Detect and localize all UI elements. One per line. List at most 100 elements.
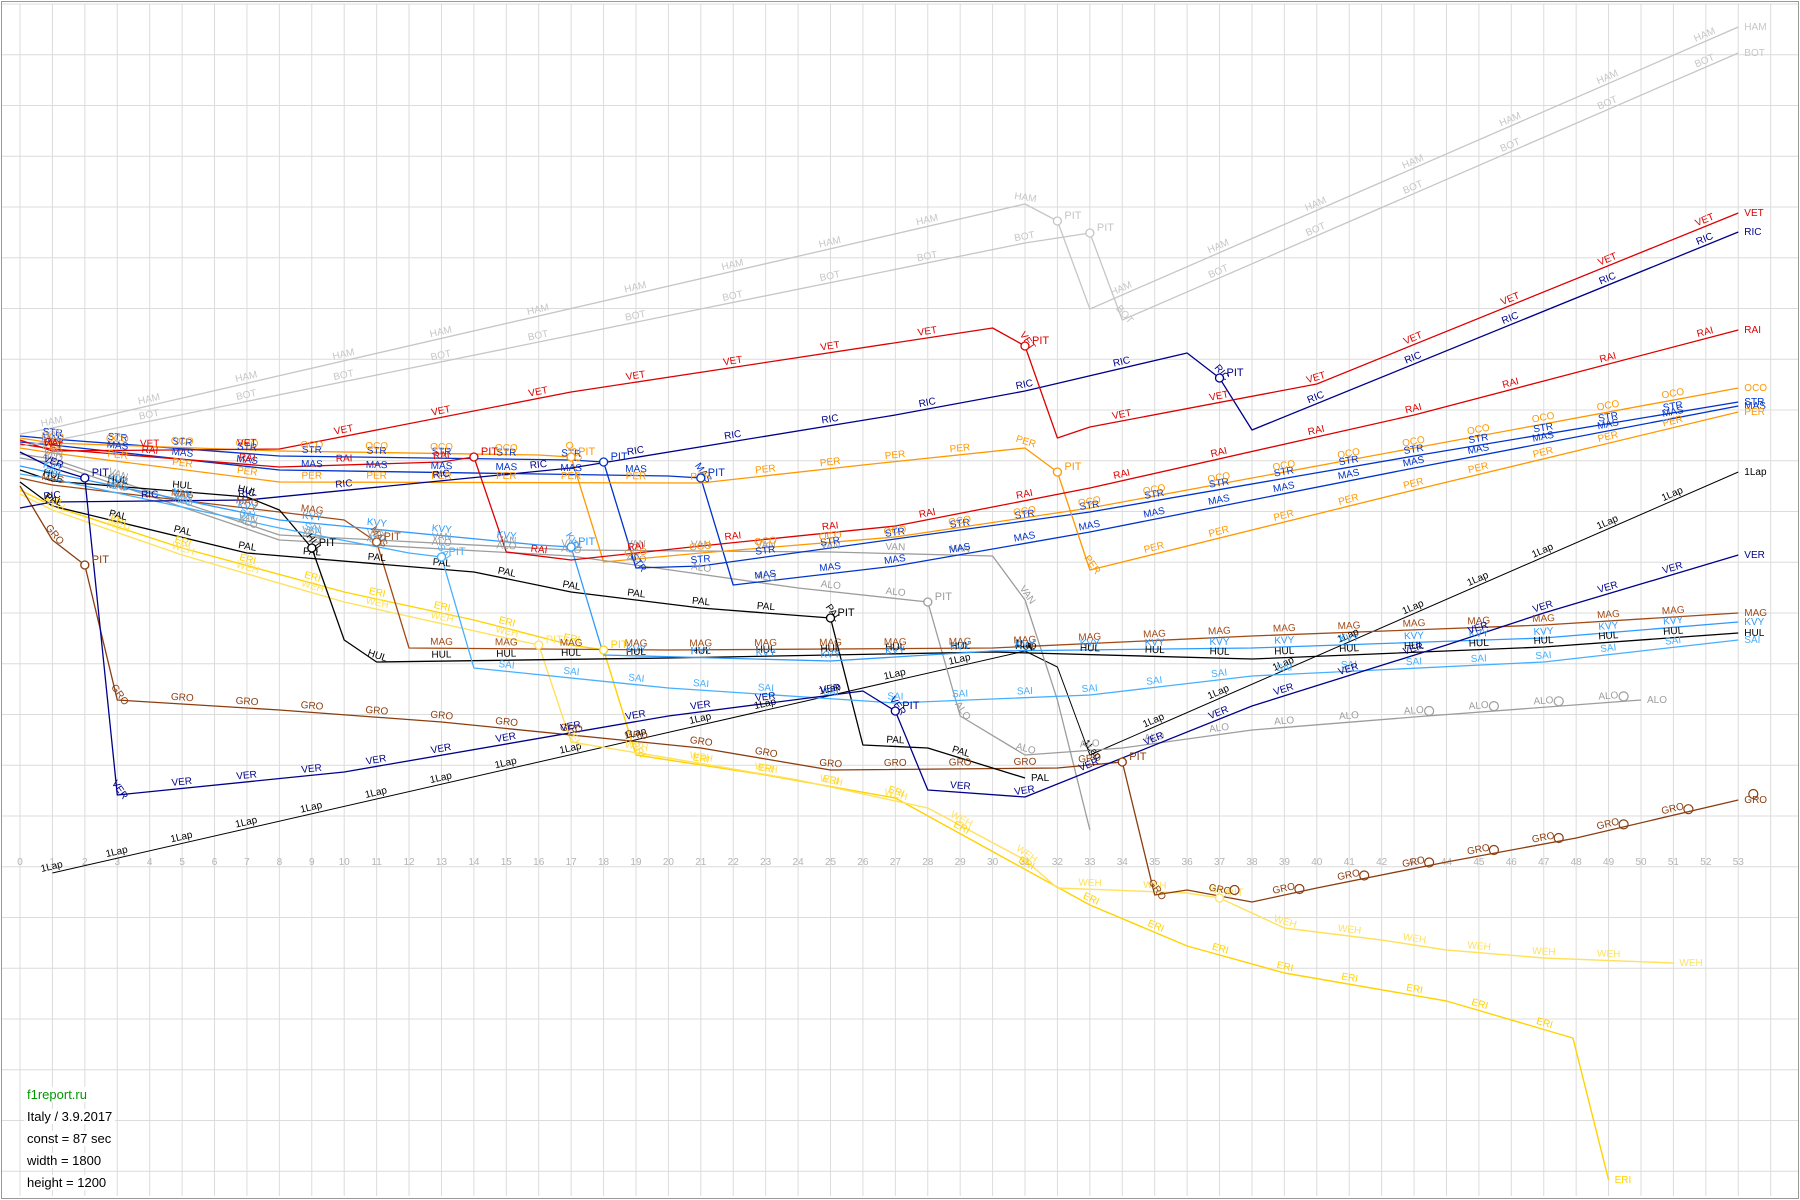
svg-text:PAL: PAL xyxy=(627,587,647,600)
svg-text:34: 34 xyxy=(1117,857,1129,868)
svg-text:MAS: MAS xyxy=(495,462,517,473)
svg-text:PIT: PIT xyxy=(838,607,855,619)
svg-text:MAS: MAS xyxy=(1013,530,1037,545)
svg-text:1Lap: 1Lap xyxy=(105,844,130,860)
svg-text:WEH: WEH xyxy=(1402,932,1427,946)
svg-text:KVY: KVY xyxy=(1145,637,1165,648)
svg-text:GRO: GRO xyxy=(430,710,454,723)
svg-text:VET: VET xyxy=(625,369,646,383)
svg-text:STR: STR xyxy=(1662,400,1684,414)
svg-text:PER: PER xyxy=(1597,430,1620,445)
svg-text:ALO: ALO xyxy=(42,449,64,465)
svg-text:OCO: OCO xyxy=(1744,383,1767,394)
svg-text:OCO: OCO xyxy=(948,514,972,528)
svg-text:RIC: RIC xyxy=(335,478,353,491)
svg-text:RAI: RAI xyxy=(1112,468,1131,482)
svg-text:BOT: BOT xyxy=(624,309,646,324)
svg-text:GRO: GRO xyxy=(43,523,66,548)
svg-text:HUL: HUL xyxy=(1404,640,1425,652)
svg-text:PIT: PIT xyxy=(578,446,595,458)
svg-text:OCO: OCO xyxy=(689,541,713,554)
svg-text:GRO: GRO xyxy=(1466,843,1491,858)
svg-text:BOT: BOT xyxy=(722,289,744,304)
svg-text:KVY: KVY xyxy=(172,487,194,502)
svg-text:40: 40 xyxy=(1311,857,1323,868)
svg-text:KVY: KVY xyxy=(302,511,323,524)
svg-text:KVY: KVY xyxy=(1080,638,1100,649)
svg-text:BOT: BOT xyxy=(333,368,355,383)
svg-text:HUL: HUL xyxy=(1663,625,1684,637)
svg-text:MAG: MAG xyxy=(41,472,66,487)
svg-text:ERI: ERI xyxy=(1081,891,1101,908)
svg-text:RAI: RAI xyxy=(1501,376,1520,391)
svg-text:VER: VER xyxy=(1744,550,1765,561)
svg-text:VER: VER xyxy=(430,742,452,756)
svg-text:PER: PER xyxy=(236,465,258,479)
svg-text:STR: STR xyxy=(496,447,516,458)
svg-text:GRO: GRO xyxy=(559,722,583,735)
svg-text:23: 23 xyxy=(760,857,772,868)
svg-text:MAS: MAS xyxy=(1078,519,1102,534)
svg-text:47: 47 xyxy=(1538,857,1550,868)
svg-text:RAI: RAI xyxy=(918,507,936,521)
svg-text:RIC: RIC xyxy=(1112,355,1131,370)
svg-text:OCO: OCO xyxy=(171,436,194,448)
svg-text:WEH: WEH xyxy=(1467,940,1491,953)
svg-text:PER: PER xyxy=(42,440,64,454)
svg-text:VET: VET xyxy=(1744,208,1763,219)
svg-text:PIT: PIT xyxy=(1064,461,1081,473)
svg-text:ALO: ALO xyxy=(1079,738,1100,750)
svg-text:SAI: SAI xyxy=(44,466,62,480)
svg-text:ERI: ERI xyxy=(886,784,905,800)
svg-text:BOT: BOT xyxy=(1744,48,1765,59)
svg-text:GRO: GRO xyxy=(300,700,324,713)
svg-text:RIC: RIC xyxy=(141,489,158,500)
svg-text:PAL: PAL xyxy=(432,557,451,570)
svg-text:RAI: RAI xyxy=(530,544,548,557)
svg-text:ALO: ALO xyxy=(1274,715,1295,728)
svg-text:GRO: GRO xyxy=(1660,801,1685,817)
svg-text:GRO: GRO xyxy=(1596,816,1621,832)
svg-text:PIT: PIT xyxy=(578,536,595,548)
svg-text:ALO: ALO xyxy=(755,571,777,585)
svg-text:VAN: VAN xyxy=(1017,584,1037,607)
svg-text:OCO: OCO xyxy=(818,530,842,543)
svg-text:HUL: HUL xyxy=(1598,630,1619,642)
svg-text:RAI: RAI xyxy=(141,445,158,457)
svg-text:RIC: RIC xyxy=(821,413,840,427)
svg-text:1Lap: 1Lap xyxy=(494,756,519,772)
svg-text:KVY: KVY xyxy=(42,460,64,475)
svg-text:HUL: HUL xyxy=(691,646,712,657)
svg-text:SAI: SAI xyxy=(109,480,127,494)
svg-text:MAG: MAG xyxy=(625,638,648,649)
svg-text:HAM: HAM xyxy=(332,347,356,363)
svg-text:STR: STR xyxy=(172,436,193,448)
svg-text:ERI: ERI xyxy=(562,632,581,646)
svg-text:VER: VER xyxy=(365,753,387,767)
svg-text:RIC: RIC xyxy=(918,396,937,410)
svg-text:ERI: ERI xyxy=(1405,983,1423,997)
svg-text:VER: VER xyxy=(171,776,193,789)
svg-text:ALO: ALO xyxy=(690,561,712,575)
svg-text:1Lap: 1Lap xyxy=(623,726,648,742)
svg-text:MAS: MAS xyxy=(1143,506,1167,521)
svg-text:OCO: OCO xyxy=(1661,387,1686,402)
svg-text:GRO: GRO xyxy=(1208,883,1233,898)
svg-text:9: 9 xyxy=(309,857,315,868)
svg-text:PER: PER xyxy=(561,471,582,482)
svg-text:KVY: KVY xyxy=(366,517,387,530)
svg-text:MAS: MAS xyxy=(41,432,64,445)
svg-text:12: 12 xyxy=(403,857,415,868)
svg-text:18: 18 xyxy=(598,857,610,868)
svg-text:MAS: MAS xyxy=(1337,467,1361,482)
svg-text:RIC: RIC xyxy=(1500,310,1520,327)
svg-text:VET: VET xyxy=(42,438,63,452)
svg-text:VET: VET xyxy=(1208,389,1229,403)
svg-text:PAL: PAL xyxy=(367,552,386,565)
svg-text:KVY: KVY xyxy=(1339,633,1360,645)
svg-text:HUL: HUL xyxy=(561,648,582,659)
svg-text:STR: STR xyxy=(884,526,905,540)
svg-text:VET: VET xyxy=(1305,370,1327,386)
svg-text:PER: PER xyxy=(1744,407,1765,418)
svg-text:STR: STR xyxy=(1744,397,1764,408)
